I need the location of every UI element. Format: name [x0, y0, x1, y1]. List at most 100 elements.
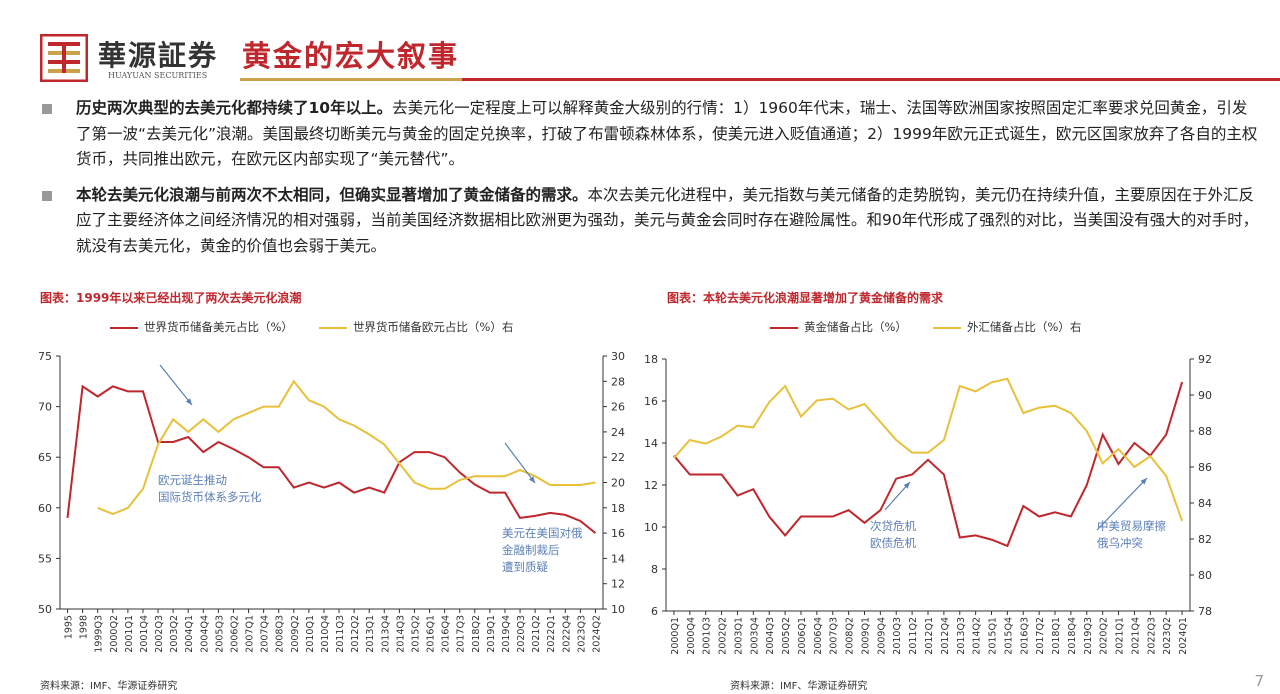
bullet-square-icon [42, 190, 52, 201]
legend-item: 世界货币储备欧元占比（%）右 [318, 319, 513, 335]
y2-tick-label: 12 [611, 578, 625, 591]
x-tick-label: 2003Q4 [749, 617, 760, 655]
y2-tick-label: 18 [611, 502, 625, 515]
y2-tick-label: 14 [611, 552, 625, 565]
y2-tick-label: 86 [1198, 461, 1212, 474]
annotation-text: 遭到质疑 [502, 560, 548, 574]
x-tick-label: 2009Q2 [290, 615, 301, 653]
x-tick-label: 2006Q4 [813, 617, 824, 655]
page-number: 7 [1254, 672, 1264, 690]
arrow-head-icon [903, 482, 910, 489]
x-tick-label: 2015Q4 [1003, 617, 1014, 655]
x-tick-label: 2009Q1 [860, 617, 871, 655]
annotation-text: 中美贸易摩擦 [1097, 519, 1166, 533]
y-tick-label: 55 [38, 552, 52, 565]
x-tick-label: 2000Q2 [109, 615, 120, 653]
x-tick-label: 2001Q3 [702, 617, 713, 655]
series-line-left [66, 384, 597, 534]
x-tick-label: 1999Q3 [94, 615, 105, 653]
x-tick-label: 2019Q3 [1083, 617, 1094, 655]
annotation-arrow [159, 364, 193, 406]
huayuan-logo [40, 34, 88, 82]
header-rule-gold [240, 78, 462, 81]
y-tick-label: 60 [38, 502, 52, 515]
y-tick-label: 18 [644, 353, 658, 366]
x-tick-label: 2005Q3 [214, 615, 225, 653]
bullet-item: 本轮去美元化浪潮与前两次不太相同，但确实显著增加了黄金储备的需求。本次去美元化进… [40, 183, 1260, 260]
y2-tick-label: 10 [611, 603, 625, 616]
x-tick-label: 2015Q1 [988, 617, 999, 655]
x-tick-label: 2024Q1 [1178, 617, 1189, 655]
y-tick-label: 65 [38, 451, 52, 464]
bullet-square-icon [42, 104, 52, 114]
legend-item: 黄金储备占比（%） [770, 319, 907, 335]
y2-tick-label: 30 [611, 350, 625, 363]
x-tick-label: 2013Q1 [365, 615, 376, 653]
x-tick-label: 2010Q1 [305, 615, 316, 653]
x-tick-label: 2021Q1 [1115, 617, 1126, 655]
chart2-source: 资料来源：IMF、华源证券研究 [730, 681, 868, 692]
x-tick-label: 2004Q4 [199, 615, 210, 653]
x-tick-label: 2022Q1 [546, 615, 557, 653]
chart2-legend: 黄金储备占比（%） 外汇储备占比（%）右 [770, 319, 1081, 335]
x-tick-label: 2011Q3 [335, 615, 346, 653]
x-tick-label: 2012Q1 [924, 617, 935, 655]
bullet-item: 历史两次典型的去美元化都持续了10年以上。去美元化一定程度上可以解释黄金大级别的… [40, 96, 1260, 173]
y-tick-label: 12 [644, 479, 658, 492]
x-tick-label: 2008Q2 [845, 617, 856, 655]
x-tick-label: 2023Q2 [1162, 617, 1173, 655]
annotation-text: 美元在美国对俄 [502, 526, 583, 540]
annotation-arrow [504, 442, 536, 484]
x-tick-label: 2015Q2 [410, 615, 421, 653]
y-tick-label: 75 [38, 350, 52, 363]
y2-tick-label: 90 [1198, 389, 1212, 402]
x-tick-label: 2000Q1 [670, 617, 681, 655]
x-tick-label: 2009Q4 [876, 617, 887, 655]
x-tick-label: 2000Q4 [686, 617, 697, 655]
bullet-list: 历史两次典型的去美元化都持续了10年以上。去美元化一定程度上可以解释黄金大级别的… [40, 96, 1260, 269]
y-tick-label: 16 [644, 395, 658, 408]
x-tick-label: 2016Q4 [441, 615, 452, 653]
x-tick-label: 2014Q2 [972, 617, 983, 655]
x-tick-label: 2018Q1 [1051, 617, 1062, 655]
x-tick-label: 2019Q4 [501, 615, 512, 653]
y2-tick-label: 82 [1198, 533, 1212, 546]
annotation-text: 金融制裁后 [502, 543, 560, 557]
x-tick-label: 2024Q2 [591, 615, 602, 653]
x-tick-label: 2003Q1 [733, 617, 744, 655]
chart2-title: 图表：本轮去美元化浪潮显著增加了黄金储备的需求 [667, 291, 944, 305]
x-tick-label: 2010Q3 [892, 617, 903, 655]
annotation-arrow [1096, 477, 1148, 531]
arrow-head-icon [1140, 478, 1147, 485]
y-tick-label: 6 [651, 605, 658, 618]
x-tick-label: 2007Q3 [829, 617, 840, 655]
x-tick-label: 2022Q4 [561, 615, 572, 653]
page-title: 黄金的宏大叙事 [242, 39, 460, 73]
x-tick-label: 2006Q1 [797, 617, 808, 655]
x-tick-label: 2016Q1 [426, 615, 437, 653]
y2-tick-label: 84 [1198, 497, 1212, 510]
annotation-text: 次贷危机 [870, 519, 916, 533]
x-tick-label: 1998 [79, 615, 90, 639]
x-tick-label: 2016Q3 [1019, 617, 1030, 655]
annotation-text: 欧债危机 [870, 536, 916, 550]
x-tick-label: 2018Q4 [1067, 617, 1078, 655]
x-tick-label: 2007Q4 [260, 615, 271, 653]
x-tick-label: 2012Q2 [350, 615, 361, 653]
y2-tick-label: 22 [611, 451, 625, 464]
x-tick-label: 2013Q4 [380, 615, 391, 653]
bullet-heading: 本轮去美元化浪潮与前两次不太相同，但确实显著增加了黄金储备的需求。 [76, 185, 588, 204]
y2-tick-label: 16 [611, 527, 625, 540]
x-tick-label: 2021Q4 [1130, 617, 1141, 655]
x-tick-label: 2002Q2 [718, 617, 729, 655]
x-tick-label: 2008Q3 [275, 615, 286, 653]
x-tick-label: 2021Q2 [531, 615, 542, 653]
x-tick-label: 2001Q4 [139, 615, 150, 653]
bullet-text: 去美元化一定程度上可以解释黄金大级别的行情：1）1960年代末，瑞士、法国等欧洲… [76, 99, 1258, 168]
annotation-text: 欧元诞生推动 [158, 473, 227, 487]
chart1-legend: 世界货币储备美元占比（%） 世界货币储备欧元占比（%）右 [110, 319, 513, 335]
y2-tick-label: 88 [1198, 425, 1212, 438]
y-tick-label: 70 [38, 401, 52, 414]
x-tick-label: 2007Q1 [245, 615, 256, 653]
